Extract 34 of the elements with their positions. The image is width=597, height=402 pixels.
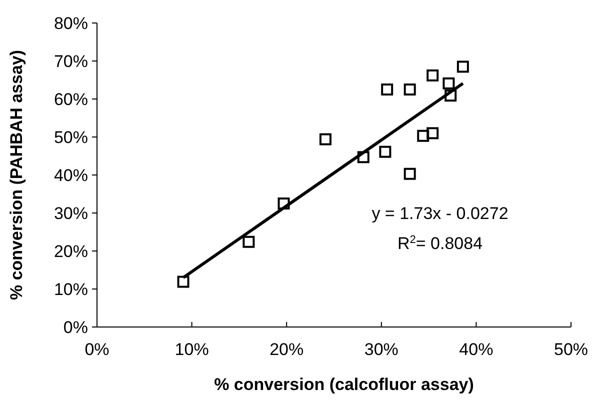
annotation: y = 1.73x - 0.0272 xyxy=(372,204,508,223)
point xyxy=(381,84,394,96)
point xyxy=(278,198,290,210)
y-axis-title: % conversion (PAHBAH assay) xyxy=(7,50,26,300)
point xyxy=(444,90,457,102)
point xyxy=(357,151,370,164)
point xyxy=(417,130,430,142)
point xyxy=(426,69,439,82)
point xyxy=(379,146,392,158)
y-tick-label: 0% xyxy=(63,318,88,337)
y-tick-label: 30% xyxy=(54,204,88,223)
x-tick-label: 20% xyxy=(270,340,304,359)
y-tick-label: 10% xyxy=(54,280,88,299)
y-tick-label: 80% xyxy=(54,14,88,33)
point xyxy=(456,60,469,73)
point xyxy=(242,236,255,248)
y-tick-label: 20% xyxy=(54,242,88,261)
point xyxy=(177,276,190,288)
x-tick-label: 50% xyxy=(554,340,588,359)
x-tick-label: 30% xyxy=(364,340,398,359)
y-tick-label: 60% xyxy=(54,90,88,109)
point xyxy=(404,84,416,96)
x-axis-title: % conversion (calcofluor assay) xyxy=(214,375,474,394)
y-tick-label: 70% xyxy=(54,52,88,71)
x-tick-label: 0% xyxy=(84,340,110,359)
x-tick-label: 10% xyxy=(174,340,209,359)
y-tick-label: 50% xyxy=(54,128,88,147)
point xyxy=(426,127,439,140)
annotation: R$^{2}$= 0.8084 xyxy=(397,234,483,253)
point xyxy=(442,77,455,90)
point xyxy=(404,168,416,180)
x-tick-label: 40% xyxy=(459,340,494,359)
y-tick-label: 40% xyxy=(54,166,88,185)
point xyxy=(319,133,332,146)
